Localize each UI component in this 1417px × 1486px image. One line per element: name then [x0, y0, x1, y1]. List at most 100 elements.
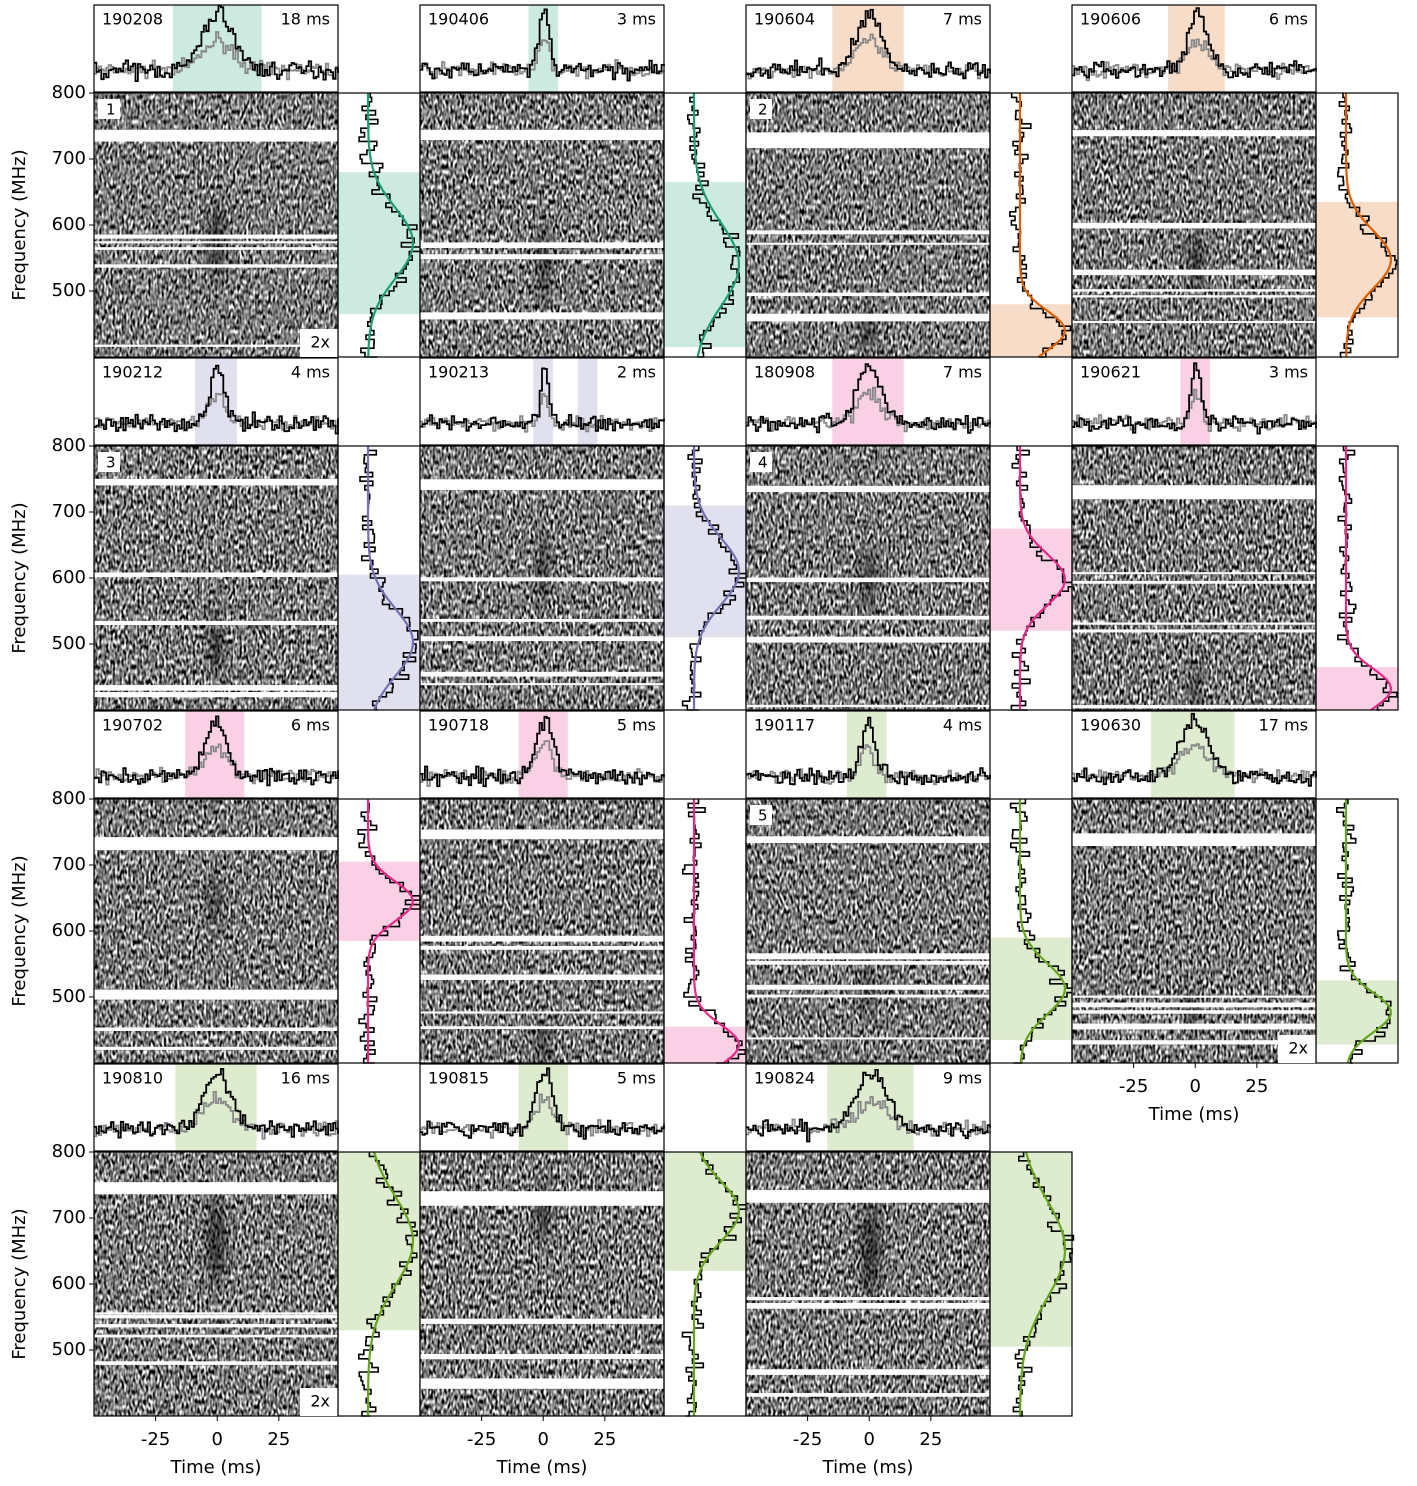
waterfall	[420, 93, 664, 357]
time-highlight	[518, 1064, 568, 1151]
flagged-band	[94, 1361, 338, 1365]
profile-line	[420, 367, 665, 432]
flagged-band	[746, 577, 990, 583]
flagged-band	[746, 230, 990, 235]
time-highlight	[528, 5, 559, 92]
flagged-band	[94, 129, 338, 142]
flagged-band	[420, 974, 664, 980]
waterfall	[94, 1152, 338, 1416]
flagged-band	[746, 994, 990, 998]
burst-signal	[1188, 668, 1203, 709]
time-highlight	[832, 5, 904, 92]
flagged-band	[1072, 629, 1316, 633]
burst-id: 190606	[1080, 10, 1141, 29]
y-axis-label: Frequency (MHz)	[9, 1208, 30, 1359]
flagged-band	[420, 829, 664, 840]
flagged-band	[746, 1369, 990, 1374]
flagged-band	[94, 344, 338, 347]
spectrum-fit	[1018, 93, 1067, 358]
waterfall	[746, 799, 990, 1063]
profile-line	[746, 744, 991, 786]
profile-line	[1072, 7, 1317, 79]
panel: 190810 16 ms 2x 500 600 700 800 Frequency (MHz)…	[9, 1063, 421, 1478]
burst-width: 3 ms	[617, 10, 656, 29]
spectrum-line	[1012, 1152, 1075, 1417]
burst-id: 190406	[428, 10, 489, 29]
spectrum-line	[1009, 93, 1072, 358]
y-tick-label: 600	[52, 567, 86, 588]
x-tick-label: 25	[267, 1429, 290, 1450]
spectrum-fit	[692, 799, 741, 1064]
flagged-band	[420, 935, 664, 942]
flagged-band	[1072, 320, 1316, 324]
flagged-band	[420, 671, 664, 677]
flagged-band	[746, 836, 990, 844]
profile-line	[746, 363, 991, 434]
spectrum-fit	[1018, 446, 1067, 710]
spectrum-fit	[692, 1151, 740, 1416]
burst-id: 180908	[754, 363, 815, 382]
flagged-band	[746, 317, 990, 322]
profile-frame	[745, 357, 991, 446]
spectrum-fit	[1344, 93, 1393, 358]
burst-id: 190810	[102, 1069, 163, 1088]
spectrum-line	[358, 93, 423, 358]
flagged-band	[94, 264, 338, 268]
profile-line	[746, 8, 991, 80]
spectrum-frame	[989, 1151, 1073, 1417]
spectrum-fit	[366, 446, 414, 711]
flagged-band	[1072, 580, 1316, 584]
time-highlight	[1180, 358, 1211, 445]
freq-highlight	[338, 1152, 420, 1331]
spectrum-fit	[692, 93, 741, 358]
panel: 190718 5 ms	[419, 710, 747, 1064]
burst-signal	[534, 1025, 552, 1063]
profile-line	[746, 1069, 991, 1143]
spectrum-line	[1009, 799, 1075, 1064]
flagged-band	[420, 242, 664, 248]
profile-line	[94, 364, 339, 435]
freq-highlight	[990, 1152, 1072, 1347]
flagged-band	[420, 314, 664, 317]
profile-line	[1072, 362, 1317, 435]
time-highlight	[1150, 711, 1235, 798]
time-highlight	[847, 711, 887, 798]
burst-id: 190824	[754, 1069, 815, 1088]
flagged-band	[420, 1353, 664, 1360]
burst-width: 6 ms	[1269, 10, 1308, 29]
flagged-band	[94, 234, 338, 239]
time-highlight	[533, 358, 554, 445]
waterfall	[1072, 799, 1316, 1063]
flagged-band	[746, 615, 990, 620]
burst-width: 16 ms	[281, 1069, 330, 1088]
y-tick-label: 500	[52, 1339, 86, 1360]
spectrum-line	[681, 446, 748, 711]
y-tick-label: 700	[52, 854, 86, 875]
flagged-band	[746, 132, 990, 149]
time-highlight	[185, 711, 245, 798]
burst-width: 4 ms	[291, 363, 330, 382]
flagged-band	[94, 478, 338, 486]
panel: 190117 4 ms 5	[745, 710, 1075, 1064]
flagged-band	[94, 1334, 338, 1338]
burst-id: 190604	[754, 10, 815, 29]
burst-id: 190815	[428, 1069, 489, 1088]
burst-signal	[859, 1200, 882, 1299]
x-axis-label: Time (ms)	[1148, 1104, 1240, 1125]
waterfall	[746, 1152, 990, 1416]
spectrum-frame	[1315, 798, 1399, 1064]
burst-number: 4	[758, 454, 768, 472]
y-tick-label: 700	[52, 148, 86, 169]
flagged-band	[420, 1318, 664, 1324]
time-highlight	[172, 5, 262, 92]
flagged-band	[1072, 295, 1316, 298]
flagged-band	[1072, 222, 1316, 229]
spectrum-line	[357, 799, 422, 1064]
waterfall	[420, 1152, 664, 1416]
profile-line	[746, 386, 991, 433]
x-tick-label: 25	[593, 1429, 616, 1450]
x-tick-label: -25	[1119, 1076, 1148, 1097]
profile-frame	[93, 1063, 339, 1152]
